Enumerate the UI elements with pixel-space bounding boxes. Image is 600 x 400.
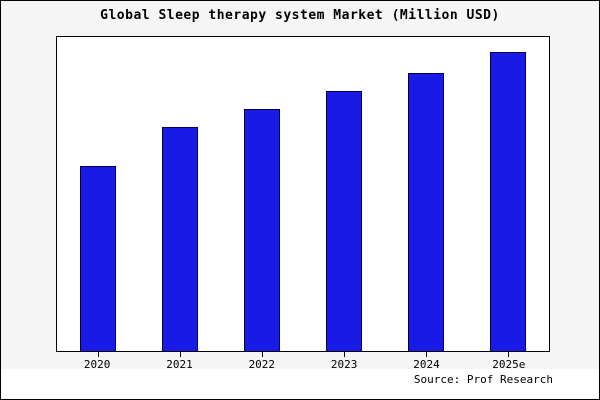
x-axis-tick	[98, 352, 99, 357]
x-axis-labels: 2020 2021 2022 2023 2024 2025e	[56, 358, 550, 371]
bar-slot-2025e	[467, 37, 549, 357]
x-axis-tick	[262, 352, 263, 357]
source-text: Source: Prof Research	[413, 373, 553, 386]
bar-slot-2023	[303, 37, 385, 357]
x-tick-label-2020: 2020	[83, 358, 111, 371]
chart-title: Global Sleep therapy system Market (Mill…	[100, 8, 500, 23]
bar-slot-2020	[57, 37, 139, 357]
x-axis-tick	[426, 352, 427, 357]
bar-2023	[326, 91, 362, 351]
x-axis-tick	[180, 352, 181, 357]
x-tick-label-2025e: 2025e	[492, 358, 526, 371]
x-tick-label-2024: 2024	[413, 358, 440, 371]
bar-slot-2022	[221, 37, 303, 357]
x-axis-tick	[344, 352, 345, 357]
bar-slot-2021	[139, 37, 221, 357]
x-axis-tick	[508, 352, 509, 357]
bar-slot-2024	[385, 37, 467, 357]
bar-2020	[80, 166, 116, 351]
bar-2022	[244, 109, 280, 351]
bar-2021	[162, 127, 198, 351]
bar-2024	[408, 73, 444, 351]
x-tick-label-2023: 2023	[330, 358, 358, 371]
bar-2025e	[490, 52, 526, 351]
bars-container	[57, 37, 549, 357]
x-tick-label-2022: 2022	[248, 358, 276, 371]
plot-area	[56, 36, 550, 357]
x-tick-label-2021: 2021	[166, 358, 193, 371]
